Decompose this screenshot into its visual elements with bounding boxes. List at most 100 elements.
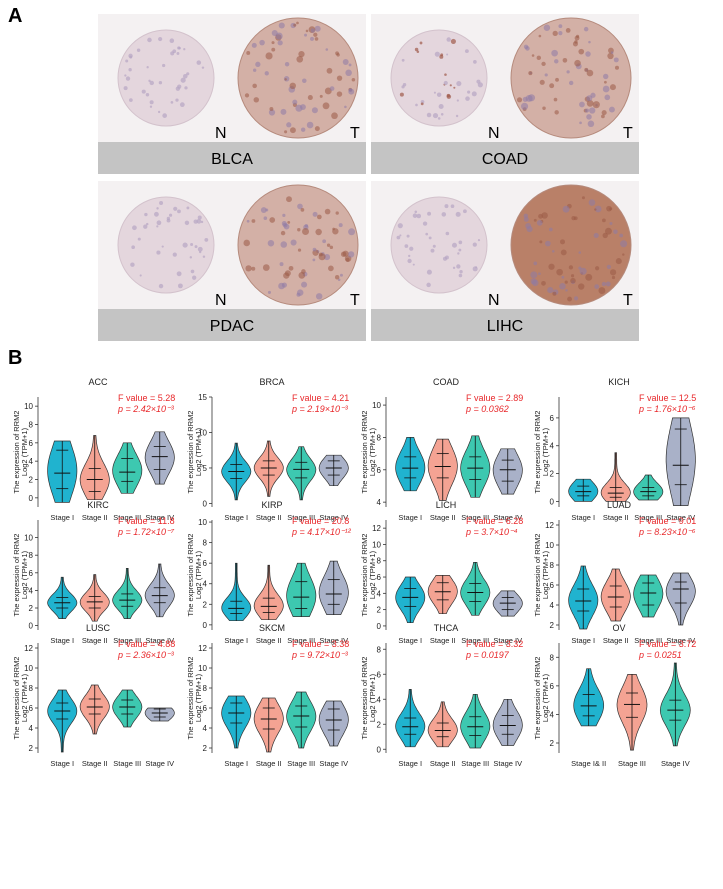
normal-stain-dot xyxy=(458,248,462,252)
tumor-stain-dot xyxy=(260,207,267,213)
x-tick-label: Stage II xyxy=(430,636,456,645)
normal-stain-dot xyxy=(450,204,455,209)
normal-stain-dot xyxy=(144,212,148,217)
tumor-stain-dot xyxy=(526,225,533,233)
normal-stain-dot xyxy=(446,37,451,42)
tumor-stain-dot xyxy=(269,217,276,223)
chart-title: BRCA xyxy=(259,377,284,387)
normal-stain-dot xyxy=(430,248,435,253)
normal-stain-dot xyxy=(432,244,436,248)
panel-b-label: B xyxy=(8,347,23,369)
normal-stain-dot xyxy=(197,246,203,252)
normal-stain-dot xyxy=(455,114,459,118)
violin-chart-kich: 0 2 4 6 The expression of RRM2 Log2 (TPM+1) KI… xyxy=(533,377,696,522)
f-value-label: F value = 2.89 xyxy=(466,393,523,403)
tumor-stain-dot xyxy=(269,107,274,111)
x-tick-label: Stage I xyxy=(571,636,595,645)
normal-stain-dot xyxy=(124,74,127,77)
tumor-stain-dot xyxy=(284,61,290,67)
normal-stain-dot xyxy=(156,220,162,226)
tumor-stain-dot xyxy=(595,266,600,271)
normal-stain-dot xyxy=(176,52,180,55)
tumor-stain-dot xyxy=(342,59,349,65)
normal-tissue-core xyxy=(390,196,488,294)
tumor-stain-dot xyxy=(622,253,625,256)
normal-stain-dot xyxy=(437,117,441,120)
tumor-stain-dot xyxy=(315,293,323,300)
f-value-label: F value = 4.21 xyxy=(292,393,349,403)
tumor-stain-dot xyxy=(544,73,548,77)
y-tick-label: 0 xyxy=(377,745,382,754)
normal-stain-dot xyxy=(156,250,161,255)
tumor-stain-dot xyxy=(324,208,331,215)
y-tick-label: 6 xyxy=(377,670,382,679)
normal-stain-dot xyxy=(161,245,164,248)
chart-title: LUSC xyxy=(86,623,111,633)
y-axis-label-2: Log2 (TPM+1) xyxy=(20,427,29,476)
tumor-stain-dot xyxy=(304,224,309,228)
x-tick-label: Stage II xyxy=(256,636,282,645)
tumor-stain-dot xyxy=(312,211,318,217)
x-tick-label: Stage I xyxy=(224,759,248,768)
p-value-label: p = 4.17×10⁻¹² xyxy=(291,527,352,537)
tumor-stain-dot xyxy=(284,78,287,81)
tumor-stain-dot xyxy=(602,85,610,93)
tumor-stain-dot xyxy=(578,283,585,290)
normal-stain-dot xyxy=(147,37,152,43)
normal-stain-dot xyxy=(170,101,174,104)
normal-stain-dot xyxy=(156,225,159,228)
p-value-label: p = 0.0251 xyxy=(638,650,682,660)
normal-stain-dot xyxy=(397,223,403,229)
normal-stain-dot xyxy=(432,112,439,119)
tumor-stain-dot xyxy=(297,203,303,210)
tumor-stain-dot xyxy=(342,250,349,257)
normal-stain-dot xyxy=(426,269,432,275)
tumor-stain-dot xyxy=(559,283,566,290)
x-tick-label: Stage I xyxy=(50,636,74,645)
tumor-stain-dot xyxy=(288,265,294,271)
tumor-stain-dot xyxy=(604,80,607,84)
x-tick-label: Stage II xyxy=(603,636,629,645)
normal-stain-dot xyxy=(426,112,432,118)
tumor-stain-dot xyxy=(594,208,597,211)
y-tick-label: 10 xyxy=(24,402,33,411)
chart-title: KICH xyxy=(608,377,630,387)
normal-stain-dot xyxy=(189,256,193,259)
normal-stain-dot xyxy=(434,51,440,57)
tumor-stain-dot xyxy=(585,273,593,281)
tumor-stain-dot xyxy=(555,77,559,82)
tumor-stain-dot xyxy=(545,240,551,247)
y-axis-label-2: Log2 (TPM+1) xyxy=(368,673,377,722)
f-value-label: F value = 6.28 xyxy=(466,516,523,526)
tumor-stain-dot xyxy=(295,104,303,112)
normal-stain-dot xyxy=(457,252,460,255)
normal-stain-dot xyxy=(472,242,477,247)
tumor-stain-dot xyxy=(541,212,548,219)
tumor-stain-dot xyxy=(348,228,356,236)
tumor-stain-dot xyxy=(606,264,611,270)
tumor-stain-dot xyxy=(345,69,352,77)
normal-stain-dot xyxy=(176,271,182,277)
tumor-stain-dot xyxy=(281,220,287,226)
normal-stain-dot xyxy=(196,218,202,224)
tumor-stain-dot xyxy=(310,36,314,41)
y-tick-label: 4 xyxy=(377,695,382,704)
tumor-stain-dot xyxy=(284,130,288,134)
normal-stain-dot xyxy=(438,103,444,110)
tumor-stain-dot xyxy=(340,273,343,277)
tumor-stain-dot xyxy=(553,97,558,102)
normal-stain-dot xyxy=(401,58,405,62)
x-tick-label: Stage IV xyxy=(661,759,690,768)
tumor-stain-dot xyxy=(253,68,257,72)
normal-stain-dot xyxy=(175,98,179,102)
y-axis-label: The expression of RRM2 xyxy=(12,411,21,494)
normal-stain-dot xyxy=(190,269,195,274)
normal-tissue-core xyxy=(390,29,488,127)
x-tick-label: Stage II xyxy=(256,513,282,522)
x-tick-label: Stage III xyxy=(113,636,141,645)
tumor-stain-dot xyxy=(574,59,581,67)
tumor-stain-dot xyxy=(326,243,331,247)
tumor-stain-dot xyxy=(560,239,566,245)
tumor-stain-dot xyxy=(620,240,628,248)
tumor-stain-dot xyxy=(558,24,563,29)
